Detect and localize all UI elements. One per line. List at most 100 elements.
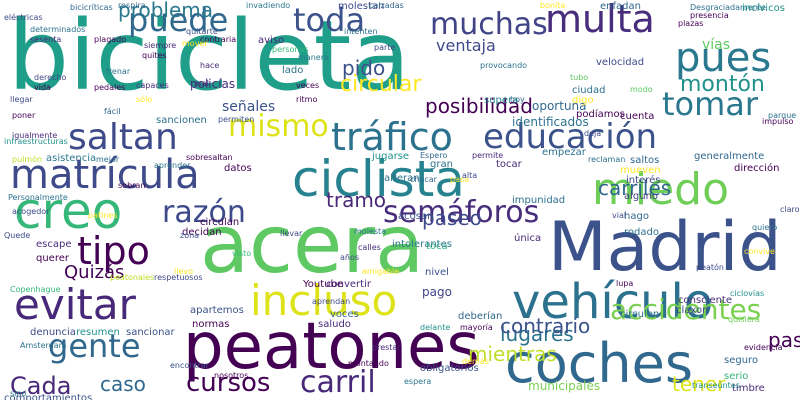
cloud-word: sino <box>10 389 27 398</box>
cloud-word: capaces <box>136 81 169 90</box>
cloud-word: peatones <box>183 310 480 384</box>
cloud-word: quisiera <box>728 315 760 324</box>
cloud-word: incluso <box>250 276 398 325</box>
cloud-word: montón <box>680 72 765 97</box>
cloud-word: dirección <box>734 163 780 174</box>
cloud-word: llevo <box>174 267 193 276</box>
cloud-word: asistencia <box>46 153 97 164</box>
cloud-word: generalmente <box>694 151 765 162</box>
cloud-word: sancionar <box>126 327 175 338</box>
cloud-word: alguno <box>624 191 659 202</box>
cloud-word: reclaman <box>588 155 626 164</box>
cloud-word: empezar <box>542 147 586 158</box>
cloud-word: hoy <box>510 95 525 104</box>
cloud-word: semáforos <box>383 195 540 230</box>
cloud-word: circular <box>340 72 422 97</box>
cloud-word: gran <box>430 159 453 170</box>
cloud-word: aprendan <box>312 297 351 306</box>
cloud-word: accidentes <box>610 293 762 326</box>
cloud-word: quites <box>142 51 167 60</box>
cloud-word: alteran <box>384 173 420 184</box>
cloud-word: calzadas <box>369 1 404 10</box>
cloud-word: apartemos <box>190 305 244 316</box>
cloud-word: quiero <box>752 223 778 232</box>
cloud-word: infraestructuras <box>4 137 68 146</box>
cloud-word: intenten <box>344 27 378 36</box>
cloud-word: impunidad <box>512 195 566 206</box>
cloud-word: contraria <box>200 35 237 44</box>
cloud-word: posibilidad <box>425 94 533 118</box>
cloud-word: supera <box>484 95 519 106</box>
cloud-word: digo <box>572 95 594 106</box>
cloud-word: obligatorios <box>420 363 479 374</box>
cloud-word: eléctricas <box>4 13 43 22</box>
cloud-word: voces <box>330 309 359 320</box>
cloud-word: hace <box>200 61 220 70</box>
cloud-word: transeúntes <box>692 381 740 390</box>
cloud-word: vehículo <box>512 274 714 330</box>
cloud-word: Madrid <box>548 208 782 287</box>
cloud-word: educación <box>483 117 658 157</box>
cloud-word: gente <box>48 327 141 365</box>
cloud-word: hago <box>624 211 649 222</box>
cloud-word: calles <box>358 243 381 252</box>
cloud-word: amigable <box>362 267 400 276</box>
cloud-word: nivel <box>425 267 449 278</box>
cloud-word: tráfico <box>331 115 453 159</box>
cloud-word: pedales <box>94 83 126 92</box>
cloud-word: querer <box>36 253 69 264</box>
cloud-word: problema <box>118 0 214 22</box>
cloud-word: miedo <box>592 164 730 215</box>
cloud-word: única <box>514 233 542 244</box>
cloud-word: acosan <box>398 211 434 222</box>
cloud-word: Espero <box>420 151 448 160</box>
cloud-word: pago <box>422 285 452 299</box>
cloud-word: peatón <box>696 263 725 272</box>
cloud-word: tubo <box>570 73 589 82</box>
cloud-word: contrario <box>500 314 591 338</box>
cloud-word: vial <box>612 211 627 220</box>
cloud-word: claxon <box>676 305 709 316</box>
cloud-word: llegar <box>10 95 33 104</box>
cloud-word: peatonales <box>110 273 155 282</box>
cloud-word: tomar <box>662 85 759 123</box>
cloud-word: velocidad <box>596 57 645 68</box>
cloud-word: Personalmente <box>8 193 68 202</box>
cloud-word: pulmón <box>12 155 43 164</box>
cloud-word: aprender <box>154 161 191 170</box>
cloud-word: llevar <box>280 229 303 238</box>
cloud-word: ciclovías <box>730 289 765 298</box>
cloud-word: Quede <box>4 231 31 240</box>
cloud-word: prestar <box>372 343 401 352</box>
cloud-word: tramo <box>326 188 387 212</box>
cloud-word: Copenhague <box>10 285 61 294</box>
cloud-word: serio <box>724 371 749 382</box>
cloud-word: bonita <box>540 1 566 10</box>
cloud-word: decidan <box>182 227 222 238</box>
cloud-word: sobran <box>118 181 146 190</box>
cloud-word: mover <box>182 39 208 48</box>
cloud-word: mejor <box>96 155 120 164</box>
cloud-word: bicicleta <box>8 0 411 112</box>
cloud-word: tener <box>672 372 726 396</box>
cloud-word: encontrar <box>170 361 209 370</box>
cloud-word: saltos <box>630 155 660 166</box>
cloud-word: veces <box>296 81 320 90</box>
cloud-word: seguro <box>724 355 759 366</box>
cloud-word: parte <box>374 43 396 52</box>
cloud-word: sobresaltan <box>186 153 233 162</box>
cloud-word: vías <box>702 37 731 53</box>
cloud-word: caso <box>100 372 146 396</box>
cloud-word: ritmo <box>296 95 318 104</box>
cloud-word: visto <box>232 249 252 258</box>
cloud-word: Quizás <box>64 262 125 283</box>
cloud-word: Cada <box>10 372 72 400</box>
cloud-word: quitarte <box>186 27 218 36</box>
cloud-word: invadiendo <box>246 1 291 10</box>
cloud-word: espera <box>404 377 432 386</box>
cloud-word: mientras <box>468 342 557 366</box>
cloud-word: incívicos <box>742 3 785 14</box>
cloud-word: deja <box>584 129 602 138</box>
cloud-word: evitar <box>14 280 136 329</box>
cloud-word: Desgraciadamente <box>690 3 766 12</box>
